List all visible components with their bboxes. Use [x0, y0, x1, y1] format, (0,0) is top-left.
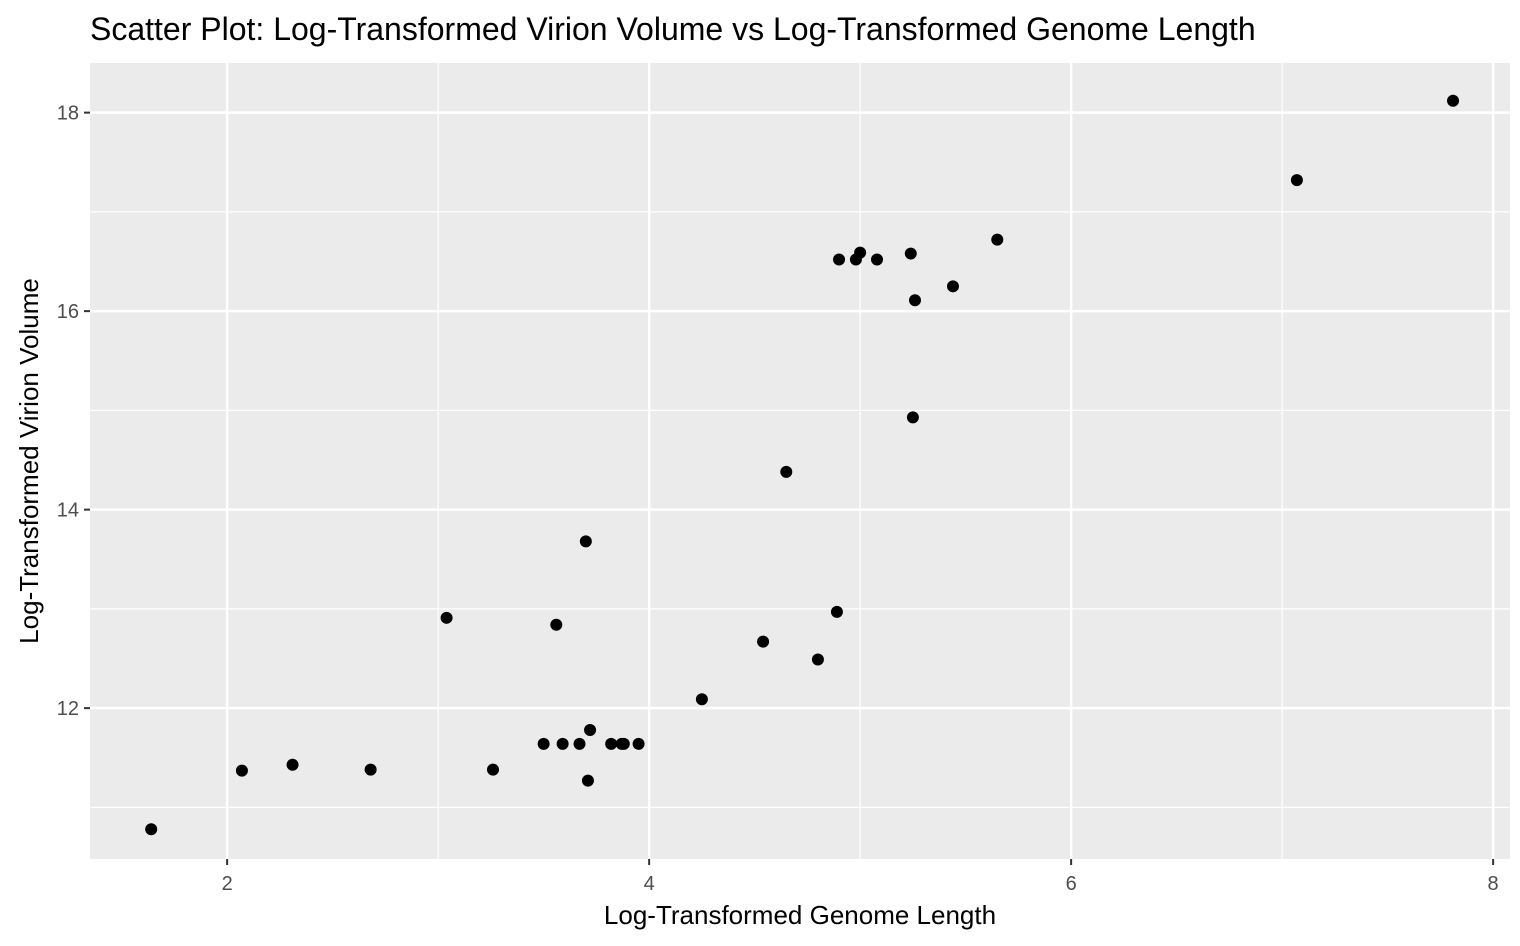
data-point [617, 737, 630, 750]
plot-panel [90, 63, 1510, 859]
data-point [906, 411, 919, 424]
data-point [581, 774, 594, 787]
y-axis: 12 14 16 18 [57, 103, 90, 720]
data-point [991, 233, 1004, 246]
data-point [908, 294, 921, 307]
data-points [145, 94, 1460, 836]
data-point [904, 247, 917, 260]
data-point [1290, 174, 1303, 187]
grid-major [90, 63, 1510, 859]
data-point [1447, 94, 1460, 107]
chart-title: Scatter Plot: Log-Transformed Virion Vol… [90, 11, 1256, 47]
data-point [550, 618, 563, 631]
x-axis: 2 4 6 8 [222, 859, 1499, 895]
data-point [632, 737, 645, 750]
x-tick-label: 4 [644, 873, 655, 895]
y-tick-label: 18 [57, 103, 79, 125]
data-point [830, 605, 843, 618]
data-point [871, 253, 884, 266]
data-point [854, 246, 867, 259]
x-tick-label: 2 [222, 873, 233, 895]
data-point [286, 758, 299, 771]
grid-minor [90, 63, 1510, 859]
y-tick-label: 12 [57, 698, 79, 720]
data-point [946, 280, 959, 293]
data-point [695, 693, 708, 706]
data-point [145, 823, 158, 836]
x-tick-label: 6 [1066, 873, 1077, 895]
x-tick-label: 8 [1488, 873, 1499, 895]
data-point [573, 737, 586, 750]
data-point [584, 723, 597, 736]
y-tick-label: 14 [57, 500, 79, 522]
data-point [579, 535, 592, 548]
x-axis-title: Log-Transformed Genome Length [604, 900, 996, 930]
data-point [556, 737, 569, 750]
data-point [780, 465, 793, 478]
data-point [757, 635, 770, 648]
data-point [833, 253, 846, 266]
y-axis-title: Log-Transformed Virion Volume [14, 278, 44, 644]
data-point [235, 764, 248, 777]
data-point [487, 763, 500, 776]
data-point [537, 737, 550, 750]
data-point [364, 763, 377, 776]
y-tick-label: 16 [57, 301, 79, 323]
data-point [605, 737, 618, 750]
data-point [440, 611, 453, 624]
data-point [811, 653, 824, 666]
